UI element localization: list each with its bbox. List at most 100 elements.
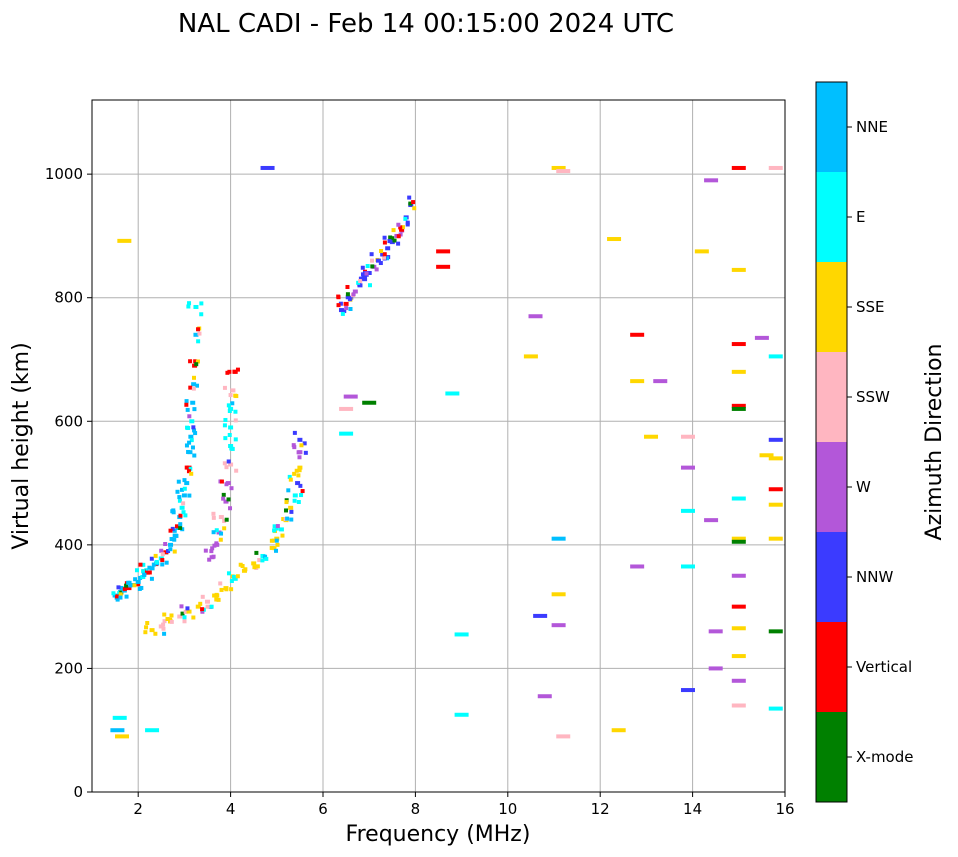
echo-point — [370, 264, 375, 269]
echo-point — [243, 567, 248, 572]
echo-point — [731, 403, 746, 408]
echo-point — [192, 375, 197, 380]
echo-point — [278, 527, 284, 532]
echo-point — [214, 597, 219, 602]
echo-point — [274, 538, 279, 543]
echo-point — [295, 481, 301, 486]
echo-point — [216, 597, 221, 602]
echo-point — [370, 258, 375, 263]
echo-point — [284, 500, 289, 505]
echo-point — [181, 501, 186, 506]
echo-point — [115, 734, 130, 739]
x-tick-label: 8 — [411, 800, 421, 818]
echo-point — [222, 385, 227, 390]
echo-point — [286, 488, 291, 493]
x-tick-label: 12 — [591, 800, 610, 818]
echo-point — [233, 393, 238, 398]
echo-point — [345, 284, 350, 289]
echo-point — [179, 604, 184, 609]
echo-point — [338, 301, 343, 306]
echo-point — [303, 450, 308, 455]
colorbar-tick-label: W — [856, 478, 871, 496]
colorbar-swatch — [816, 532, 847, 622]
echo-point — [149, 566, 155, 571]
echo-point — [731, 654, 746, 659]
echo-point — [230, 388, 236, 393]
echo-point — [233, 437, 238, 442]
colorbar-swatch — [816, 82, 847, 172]
echo-point — [385, 246, 391, 251]
echo-point — [214, 592, 219, 597]
echo-point — [145, 621, 150, 626]
echo-point — [754, 335, 769, 340]
echo-point — [200, 609, 205, 614]
plot-frame — [91, 99, 786, 793]
echo-point — [275, 542, 280, 547]
echo-point — [142, 572, 147, 577]
colorbar-swatch — [816, 622, 847, 712]
echo-point — [378, 261, 383, 266]
echo-point — [188, 385, 193, 390]
echo-point — [731, 536, 746, 541]
y-tick-label: 400 — [54, 536, 83, 554]
echo-point — [392, 238, 397, 243]
colorbar-swatch — [816, 352, 847, 442]
echo-point — [291, 443, 296, 448]
echo-point — [214, 541, 219, 546]
echo-point — [192, 453, 197, 458]
echo-point — [116, 585, 121, 590]
colorbar-swatch — [816, 262, 847, 352]
echo-point — [768, 456, 783, 461]
echo-point — [199, 301, 204, 306]
echo-point — [731, 604, 746, 609]
echo-point — [556, 169, 571, 174]
echo-point — [112, 715, 127, 720]
colorbar-swatch — [816, 712, 847, 802]
echo-point — [364, 271, 369, 276]
echo-point — [382, 252, 387, 257]
echo-point — [339, 431, 354, 436]
echo-point — [345, 295, 350, 300]
echo-point — [210, 546, 215, 551]
gridlines — [92, 100, 785, 792]
echo-point — [299, 493, 304, 498]
echo-point — [233, 418, 238, 423]
echo-point — [269, 538, 274, 543]
echo-point — [187, 301, 192, 306]
echo-point — [188, 466, 193, 471]
echo-point — [114, 594, 119, 599]
echo-point — [297, 465, 303, 470]
echo-point — [186, 609, 192, 614]
echo-point — [183, 609, 188, 614]
echo-point — [389, 240, 395, 245]
echo-point — [193, 431, 198, 436]
echo-point — [211, 511, 216, 516]
echo-point — [380, 252, 385, 257]
echo-point — [193, 359, 198, 364]
echo-point — [227, 369, 232, 374]
echo-point — [224, 587, 229, 592]
echo-point — [235, 574, 240, 579]
echo-point — [182, 486, 187, 491]
echo-point — [768, 487, 783, 492]
echo-point — [226, 497, 231, 502]
echo-point — [234, 468, 239, 473]
echo-point — [219, 479, 224, 484]
colorbar-swatch — [816, 172, 847, 262]
echo-point — [348, 306, 353, 311]
echo-point — [198, 601, 203, 606]
echo-point — [768, 536, 783, 541]
echo-point — [184, 399, 189, 404]
echo-point — [228, 425, 234, 430]
echo-point — [182, 619, 187, 624]
echo-point — [768, 502, 783, 507]
echo-point — [226, 459, 231, 464]
echo-point — [191, 386, 196, 391]
echo-point — [181, 493, 187, 498]
echo-point — [127, 580, 132, 585]
echo-point — [408, 201, 413, 206]
colorbar-swatch — [816, 442, 847, 532]
echo-point — [169, 613, 174, 618]
echo-point — [136, 582, 141, 587]
echo-point — [128, 583, 133, 588]
